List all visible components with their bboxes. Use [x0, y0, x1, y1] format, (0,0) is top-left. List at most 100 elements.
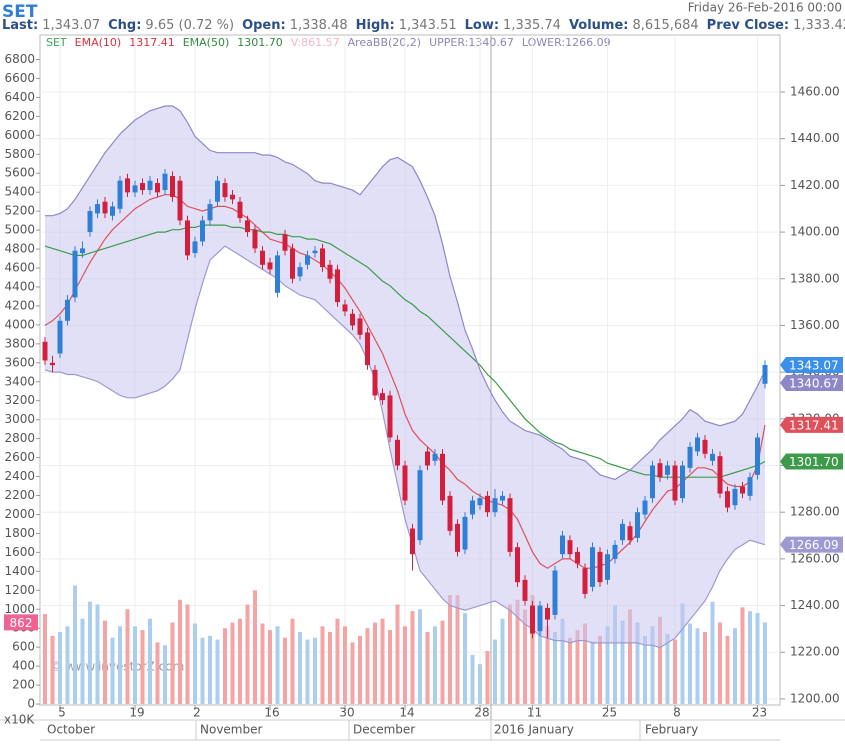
volume-bar — [538, 613, 542, 705]
value-marker — [780, 536, 843, 553]
indicator-line — [44, 245, 766, 649]
volume-tick-label: 4400 — [4, 279, 35, 293]
x-tick-label: 2 — [193, 706, 201, 720]
legend-item: UPPER:1340.67 — [429, 36, 514, 49]
candle-body — [320, 248, 325, 268]
value-marker-label: 1340.67 — [789, 376, 839, 390]
candle-body — [515, 547, 520, 583]
value-marker — [780, 374, 843, 391]
volume-bar — [695, 628, 700, 705]
y-tick-label: 1200.00 — [790, 691, 840, 705]
candle-body — [732, 488, 738, 506]
candle-body — [335, 269, 340, 303]
volume-tick-label: 6800 — [4, 52, 35, 66]
candle-body — [680, 465, 685, 499]
candle-body — [477, 498, 483, 506]
candle-body — [627, 526, 633, 541]
month-label: February — [645, 723, 698, 737]
quote-line: Last: 1,343.07 Chg: 9.65 (0.72 %) Open: 1,338… — [2, 18, 845, 33]
volume-tick-label: 4200 — [4, 298, 35, 312]
indicator-line — [45, 105, 766, 481]
volume-bar — [643, 635, 647, 705]
volume-bar — [500, 618, 505, 705]
volume-tick-label: 600 — [12, 640, 35, 654]
value-marker — [780, 416, 843, 433]
volume-bar — [320, 626, 325, 705]
chart-title: SET — [2, 2, 38, 22]
candle-body — [95, 204, 100, 214]
candle-body — [110, 206, 115, 216]
quote-value: 1,343.07 — [42, 18, 100, 33]
candle-body — [642, 500, 648, 515]
candle-body — [177, 180, 183, 221]
volume-bar — [440, 620, 445, 705]
x-tick-label: 5 — [58, 706, 66, 720]
candle-body — [147, 180, 153, 191]
volume-bar — [703, 632, 707, 705]
candle-body — [522, 579, 528, 601]
volume-bar — [650, 626, 655, 705]
volume-tick-label: 400 — [12, 659, 35, 673]
volume-bar — [170, 622, 175, 705]
volume-bar — [223, 628, 227, 705]
volume-bar — [88, 601, 92, 705]
volume-bar — [253, 590, 257, 705]
volume-bar — [50, 635, 55, 705]
candle-body — [395, 439, 400, 466]
volume-bar — [80, 618, 85, 705]
legend-item: V:861.57 — [291, 36, 340, 49]
candle-body — [170, 176, 175, 198]
volume-bar — [493, 639, 497, 705]
x-tick-label: 16 — [264, 706, 279, 720]
volume-bar — [463, 613, 467, 705]
volume-bar — [163, 645, 167, 705]
candle-body — [80, 248, 85, 254]
x-tick-label: 30 — [339, 706, 354, 720]
candle-body — [252, 229, 258, 249]
candle-body — [447, 495, 453, 531]
volume-bar — [583, 623, 587, 705]
y-tick-label: 1440.00 — [790, 131, 840, 145]
volume-bar — [673, 639, 677, 705]
candle-body — [282, 234, 288, 251]
volume-tick-label: 5200 — [4, 204, 35, 218]
volume-bar — [313, 637, 317, 705]
volume-tick-label: 5600 — [4, 166, 35, 180]
candle-body — [635, 512, 640, 538]
bb-area — [45, 106, 765, 648]
volume-bar — [200, 637, 205, 705]
candle-body — [612, 544, 618, 559]
candle-body — [650, 465, 655, 499]
volume-bar — [358, 635, 362, 705]
volume-bar — [388, 630, 392, 705]
volume-bar — [373, 622, 377, 705]
volume-bar — [178, 599, 182, 705]
volume-unit: x10K — [4, 713, 35, 727]
volume-bar — [568, 637, 572, 705]
volume-bar — [598, 635, 602, 705]
candle-body — [372, 369, 378, 396]
month-label: October — [47, 723, 95, 737]
candle-body — [87, 211, 93, 233]
volume-bar — [508, 604, 512, 705]
candle-body — [102, 201, 108, 214]
candle-body — [312, 250, 318, 254]
candle-body — [342, 304, 348, 312]
candle-body — [567, 540, 573, 555]
y-tick-label: 1400.00 — [790, 225, 840, 239]
candle-body — [740, 486, 745, 494]
candle-body — [597, 551, 603, 583]
y-tick-label: 1420.00 — [790, 178, 840, 192]
volume-tick-label: 3200 — [4, 393, 35, 407]
volume-bar — [208, 635, 212, 705]
volume-bar — [755, 613, 760, 705]
volume-bar — [725, 635, 730, 705]
candle-body — [237, 201, 243, 219]
volume-bar — [575, 630, 580, 705]
volume-bar — [58, 632, 62, 705]
volume-bar — [268, 630, 272, 705]
volume-bar — [43, 614, 47, 705]
candle-body — [485, 495, 490, 513]
legend-item: SET — [46, 36, 67, 49]
candle-body — [192, 241, 198, 254]
